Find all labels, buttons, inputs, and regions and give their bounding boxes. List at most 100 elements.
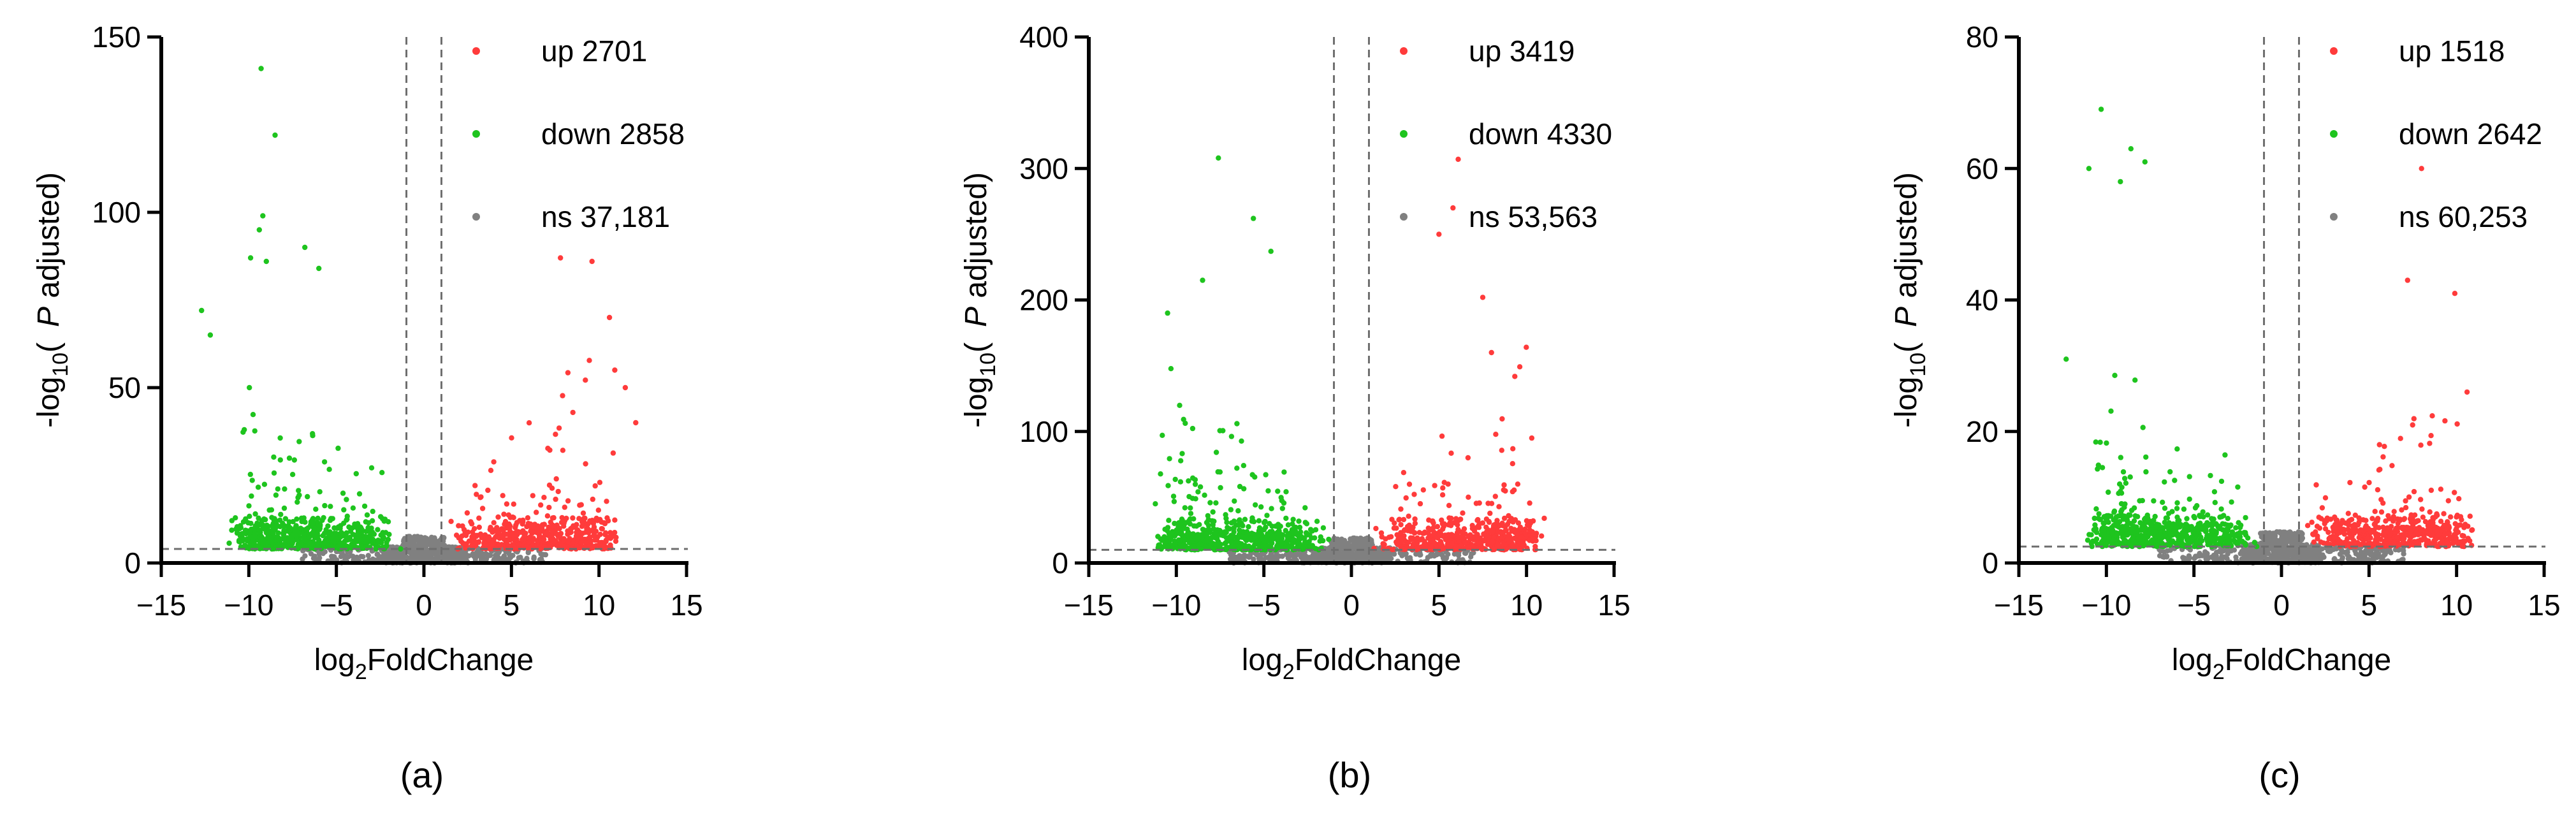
data-point-down [2144, 512, 2150, 518]
data-point-down [1279, 536, 1285, 541]
data-point-down [350, 505, 356, 511]
data-point-down [1177, 402, 1182, 408]
data-point-down [376, 539, 382, 545]
data-point-down [1190, 531, 1195, 537]
data-point-ns [1369, 537, 1374, 543]
data-point-up [1510, 488, 1515, 495]
data-point-down [312, 525, 317, 531]
data-point-up [1474, 524, 1480, 530]
data-point-ns [388, 550, 394, 556]
data-point-ns [1413, 551, 1419, 557]
x-tick-label: 0 [416, 588, 432, 622]
data-point-down [302, 244, 308, 251]
data-point-up [1399, 539, 1404, 545]
data-point-up [1495, 543, 1501, 548]
data-point-down [2213, 536, 2220, 541]
data-point-down [1241, 486, 1247, 492]
data-point-up [1439, 492, 1446, 498]
data-point-down [286, 455, 293, 461]
data-point-up [539, 525, 545, 531]
data-point-up [1530, 518, 1536, 524]
data-point-up [556, 425, 562, 431]
x-tick-label: 15 [670, 588, 702, 622]
legend-label: down 2858 [541, 117, 685, 150]
data-point-up [488, 467, 494, 473]
data-point-up [553, 476, 559, 482]
data-point-ns [1425, 555, 1431, 560]
data-point-down [238, 531, 244, 537]
data-point-down [1177, 544, 1184, 550]
data-point-down [273, 518, 279, 523]
data-point-down [2218, 506, 2224, 512]
data-point-down [271, 470, 277, 476]
data-point-ns [2157, 553, 2163, 559]
data-point-up [1444, 541, 1450, 547]
data-point-up [553, 531, 560, 537]
data-point-up [1430, 525, 1437, 530]
data-point-down [1172, 520, 1177, 527]
data-point-up [558, 255, 564, 261]
data-point-down [2209, 520, 2215, 526]
data-point-down [1228, 434, 1235, 439]
data-point-ns [1471, 550, 1476, 556]
data-point-down [310, 521, 316, 527]
data-point-up [1514, 532, 1520, 537]
data-point-up [561, 537, 567, 543]
data-point-ns [1314, 555, 1320, 562]
data-point-down [299, 541, 305, 547]
data-point-up [583, 377, 588, 383]
data-point-ns [2287, 530, 2294, 536]
data-point-down [296, 439, 302, 444]
data-point-down [2178, 522, 2184, 528]
data-point-up [534, 542, 540, 548]
data-point-up [556, 525, 562, 531]
data-point-down [2085, 537, 2091, 543]
data-point-down [1190, 475, 1196, 481]
data-point-down [2217, 514, 2223, 520]
data-point-up [1383, 536, 1388, 542]
data-point-down [1285, 522, 1292, 528]
data-point-up [491, 520, 497, 525]
data-point-up [1501, 515, 1508, 522]
data-point-up [537, 546, 543, 552]
data-point-ns [542, 551, 549, 558]
data-point-up [1527, 537, 1532, 543]
data-point-ns [2269, 554, 2275, 560]
data-point-down [2241, 530, 2247, 536]
data-point-down [2176, 534, 2182, 539]
data-point-down [2090, 538, 2096, 544]
data-point-up [500, 493, 506, 499]
data-point-down [1190, 425, 1196, 432]
data-point-down [1166, 518, 1172, 523]
data-point-up [1479, 546, 1485, 552]
legend-label: up 3419 [1469, 34, 1575, 68]
data-point-up [541, 495, 547, 500]
data-point-ns [342, 553, 348, 559]
data-point-up [1460, 510, 1466, 516]
data-point-down [1231, 525, 1237, 531]
data-point-down [341, 507, 347, 513]
data-point-down [1272, 547, 1279, 553]
data-point-down [251, 526, 257, 532]
data-point-ns [1285, 555, 1292, 561]
data-point-down [1182, 537, 1188, 543]
data-point-down [1284, 539, 1290, 544]
legend-marker [1400, 47, 1408, 55]
data-point-down [252, 511, 258, 517]
data-point-up [1432, 483, 1437, 488]
data-point-down [310, 516, 316, 522]
volcano-panel-3: −15 −10 −5 0 5 10 15020406080log2FoldChange-lo… [1889, 20, 2561, 795]
data-point-ns [1391, 551, 1397, 557]
data-point-up [494, 525, 500, 530]
data-point-down [2118, 455, 2123, 460]
data-point-down [1235, 508, 1241, 514]
data-point-up [465, 529, 471, 535]
data-point-down [1212, 541, 1219, 547]
data-point-down [2104, 517, 2110, 523]
data-point-up [1448, 450, 1454, 456]
data-point-ns [1320, 555, 1327, 562]
data-point-down [344, 497, 349, 502]
data-point-up [513, 522, 519, 528]
panel-caption: (a) [400, 755, 444, 795]
data-point-up [460, 540, 466, 546]
